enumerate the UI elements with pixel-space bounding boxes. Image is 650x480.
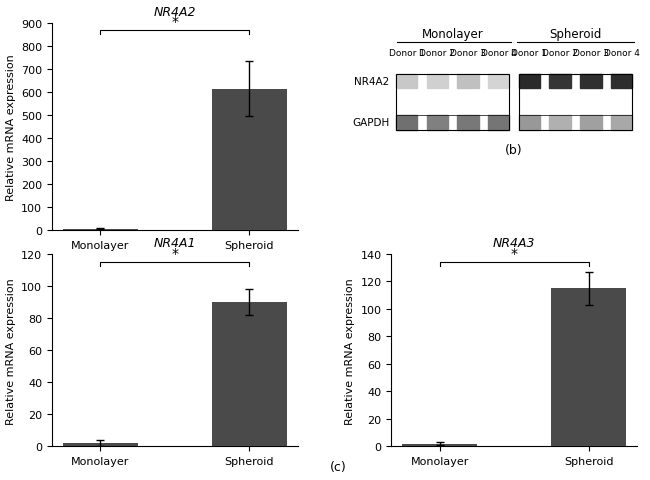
Bar (396, 74, 417, 89)
Bar (402, 444, 477, 446)
Text: *: * (172, 15, 178, 29)
Bar (611, 116, 632, 130)
Bar (212, 302, 287, 446)
Text: Monolayer: Monolayer (422, 28, 484, 41)
Text: *: * (511, 247, 517, 261)
Bar (488, 74, 510, 89)
Text: Donor 2: Donor 2 (419, 48, 455, 58)
Title: NR4A2: NR4A2 (153, 6, 196, 19)
Text: Donor 4: Donor 4 (604, 48, 640, 58)
Text: (b): (b) (505, 144, 523, 156)
Bar (549, 74, 571, 89)
Text: Donor 3: Donor 3 (450, 48, 486, 58)
Text: (a): (a) (166, 276, 184, 289)
Bar (426, 74, 448, 89)
Bar (212, 89, 287, 230)
Text: Donor 2: Donor 2 (542, 48, 578, 58)
Text: GAPDH: GAPDH (352, 118, 389, 128)
Title: NR4A1: NR4A1 (153, 236, 196, 249)
Text: NR4A2: NR4A2 (354, 77, 389, 87)
Bar (63, 443, 138, 446)
Text: (c): (c) (330, 460, 346, 473)
Bar (63, 229, 138, 230)
Bar (488, 116, 510, 130)
Bar (549, 116, 571, 130)
Bar (519, 74, 540, 89)
Text: *: * (172, 247, 178, 261)
Text: Donor 4: Donor 4 (481, 48, 517, 58)
Text: Spheroid: Spheroid (549, 28, 602, 41)
Bar (426, 116, 448, 130)
Bar (396, 116, 417, 130)
Bar (611, 74, 632, 89)
Bar (457, 116, 479, 130)
Y-axis label: Relative mRNA expression: Relative mRNA expression (6, 277, 16, 424)
Bar (551, 288, 626, 446)
Title: NR4A3: NR4A3 (493, 236, 536, 249)
Text: Donor 1: Donor 1 (389, 48, 424, 58)
Y-axis label: Relative mRNA expression: Relative mRNA expression (344, 277, 355, 424)
Bar (580, 116, 602, 130)
Bar (519, 116, 540, 130)
Bar (457, 74, 479, 89)
Text: Donor 1: Donor 1 (512, 48, 547, 58)
Bar (580, 74, 602, 89)
Bar (519, 74, 632, 130)
Y-axis label: Relative mRNA expression: Relative mRNA expression (6, 54, 16, 201)
Text: Donor 3: Donor 3 (573, 48, 609, 58)
Bar (396, 74, 510, 130)
